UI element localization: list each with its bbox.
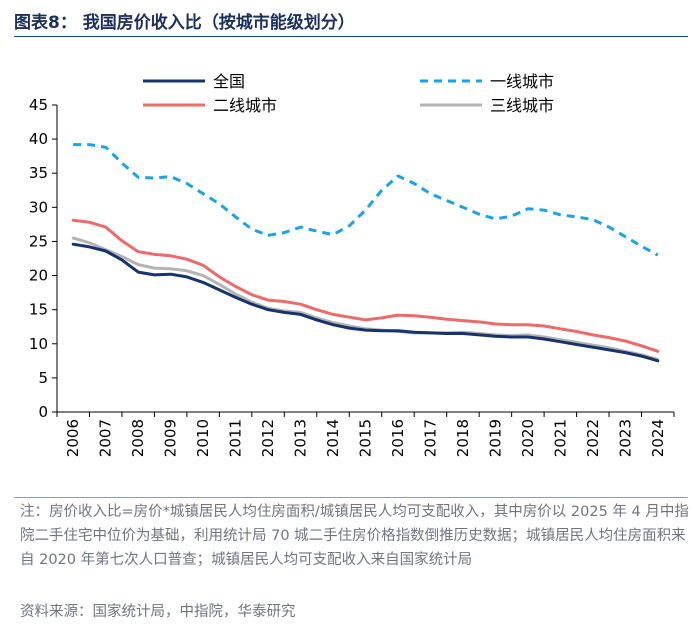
- x-tick-label: 2021: [551, 419, 569, 457]
- x-tick-label: 2006: [64, 419, 82, 457]
- title-divider: [14, 36, 688, 37]
- x-tick-label: 2012: [259, 419, 277, 457]
- y-tick-label: 45: [29, 96, 48, 114]
- y-tick-label: 40: [29, 130, 48, 148]
- x-tick-label: 2015: [357, 419, 375, 457]
- footer-divider: [14, 497, 688, 498]
- y-tick-label: 20: [29, 267, 48, 285]
- x-tick-label: 2011: [227, 419, 245, 457]
- y-tick-label: 0: [38, 403, 48, 421]
- x-tick-label: 2007: [97, 419, 115, 457]
- y-tick-label: 10: [29, 335, 48, 353]
- x-tick-label: 2016: [389, 419, 407, 457]
- y-axis: 0 5 10 15 20 25 30 35 40 45: [29, 96, 58, 421]
- x-tick-label: 2014: [324, 419, 342, 457]
- footnote: 注：房价收入比=房价*城镇居民人均住房面积/城镇居民人均可支配收入，其中房价以 …: [20, 504, 689, 568]
- x-tick-label: 2024: [649, 419, 667, 457]
- legend-label-2: 一线城市: [490, 72, 554, 91]
- x-tick-label: 2010: [194, 419, 212, 457]
- y-tick-label: 35: [29, 164, 48, 182]
- x-tick-label: 2009: [162, 419, 180, 457]
- y-tick-label: 5: [38, 369, 48, 387]
- y-tick-label: 30: [29, 198, 48, 216]
- legend-label-4: 三线城市: [490, 96, 554, 115]
- x-tick-label: 2017: [421, 419, 439, 457]
- x-axis: 2006 2007 2008 2009 2010 2011 2012 2013 2014 2015…: [56, 411, 675, 457]
- x-tick-label: 2022: [584, 419, 602, 457]
- x-tick-label: 2013: [292, 419, 310, 457]
- legend-label-1: 全国: [213, 72, 245, 91]
- source-line: 资料来源：国家统计局，中指院，华泰研究: [20, 604, 296, 620]
- legend-label-3: 二线城市: [213, 96, 277, 115]
- x-tick-label: 2023: [616, 419, 634, 457]
- series-layer: [71, 143, 660, 363]
- series-line-3: [71, 218, 660, 353]
- x-tick-label: 2019: [486, 419, 504, 457]
- y-tick-label: 25: [29, 232, 48, 250]
- x-tick-label: 2020: [519, 419, 537, 457]
- x-tick-label: 2008: [129, 419, 147, 457]
- y-tick-label: 15: [29, 301, 48, 319]
- chart-title: 图表8： 我国房价收入比（按城市能级划分）: [14, 13, 355, 33]
- series-line-2: [73, 143, 659, 257]
- x-tick-label: 2018: [454, 419, 472, 457]
- series-line-1: [71, 242, 660, 363]
